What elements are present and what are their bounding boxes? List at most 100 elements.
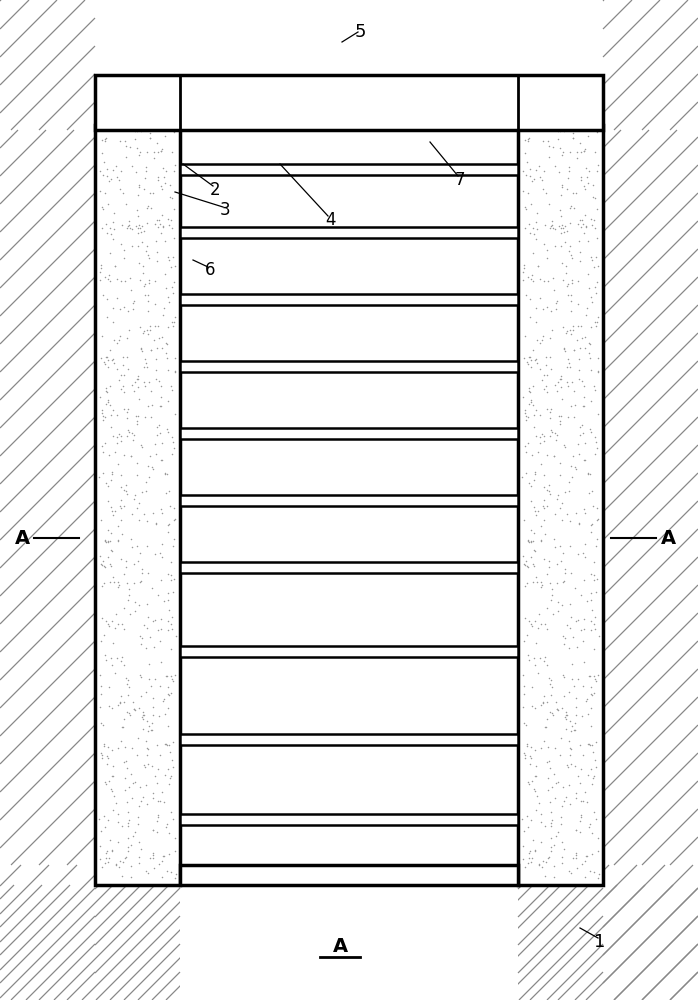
Point <box>127 828 138 844</box>
Point <box>558 841 570 857</box>
Point <box>149 318 161 334</box>
Point <box>163 483 174 499</box>
Point <box>109 574 120 590</box>
Bar <box>180 227 518 238</box>
Point <box>591 274 602 290</box>
Point <box>139 506 150 522</box>
Point <box>159 175 170 191</box>
Point <box>573 362 584 378</box>
Point <box>101 534 112 550</box>
Point <box>135 669 146 685</box>
Point <box>115 492 126 508</box>
Point <box>134 272 145 288</box>
Point <box>527 245 538 261</box>
Point <box>141 640 152 656</box>
Point <box>167 220 178 236</box>
Point <box>119 770 131 786</box>
Point <box>138 711 149 727</box>
Point <box>107 635 119 651</box>
Point <box>558 224 570 240</box>
Point <box>536 332 547 348</box>
Point <box>536 372 547 388</box>
Point <box>570 790 581 806</box>
Point <box>116 479 127 495</box>
Point <box>556 368 567 384</box>
Point <box>130 374 141 390</box>
Point <box>536 574 547 590</box>
Point <box>155 216 166 232</box>
Point <box>538 512 549 528</box>
Point <box>170 843 181 859</box>
Point <box>115 853 126 869</box>
Point <box>137 218 148 234</box>
Point <box>135 793 147 809</box>
Point <box>530 214 542 230</box>
Point <box>593 843 604 859</box>
Point <box>149 296 161 312</box>
Point <box>558 793 570 809</box>
Point <box>111 335 122 351</box>
Point <box>544 676 556 692</box>
Point <box>118 299 129 315</box>
Point <box>135 545 146 561</box>
Point <box>140 170 151 186</box>
Point <box>570 580 581 596</box>
Point <box>133 798 144 814</box>
Point <box>566 718 577 734</box>
Point <box>545 830 556 846</box>
Point <box>118 854 129 870</box>
Point <box>110 665 121 681</box>
Point <box>529 419 540 435</box>
Point <box>564 538 575 554</box>
Point <box>112 740 124 756</box>
Point <box>526 447 537 463</box>
Point <box>565 144 576 160</box>
Point <box>570 785 581 801</box>
Point <box>135 688 147 704</box>
Point <box>552 603 563 619</box>
Point <box>554 538 565 554</box>
Point <box>547 705 558 721</box>
Point <box>102 392 113 408</box>
Point <box>106 419 117 435</box>
Point <box>105 781 117 797</box>
Point <box>146 459 157 475</box>
Point <box>530 351 541 367</box>
Point <box>133 220 144 236</box>
Point <box>100 356 111 372</box>
Point <box>168 434 179 450</box>
Point <box>544 670 555 686</box>
Point <box>102 309 113 325</box>
Point <box>542 600 553 616</box>
Point <box>524 349 535 365</box>
Point <box>526 534 537 550</box>
Point <box>104 220 115 236</box>
Point <box>533 665 544 681</box>
Point <box>591 811 602 827</box>
Point <box>517 163 528 179</box>
Point <box>165 864 177 880</box>
Point <box>524 225 535 241</box>
Point <box>535 169 546 185</box>
Point <box>97 557 108 573</box>
Point <box>574 775 586 791</box>
Point <box>103 549 114 565</box>
Point <box>142 756 154 772</box>
Point <box>107 314 119 330</box>
Point <box>530 758 542 774</box>
Text: 2: 2 <box>209 181 221 199</box>
Point <box>523 613 534 629</box>
Point <box>163 362 174 378</box>
Point <box>588 177 599 193</box>
Point <box>585 289 596 305</box>
Point <box>103 271 114 287</box>
Point <box>154 856 165 872</box>
Point <box>145 678 156 694</box>
Point <box>103 698 114 714</box>
Point <box>553 123 564 139</box>
Point <box>529 543 540 559</box>
Point <box>530 768 542 784</box>
Point <box>95 745 106 761</box>
Point <box>541 854 552 870</box>
Point <box>101 225 112 241</box>
